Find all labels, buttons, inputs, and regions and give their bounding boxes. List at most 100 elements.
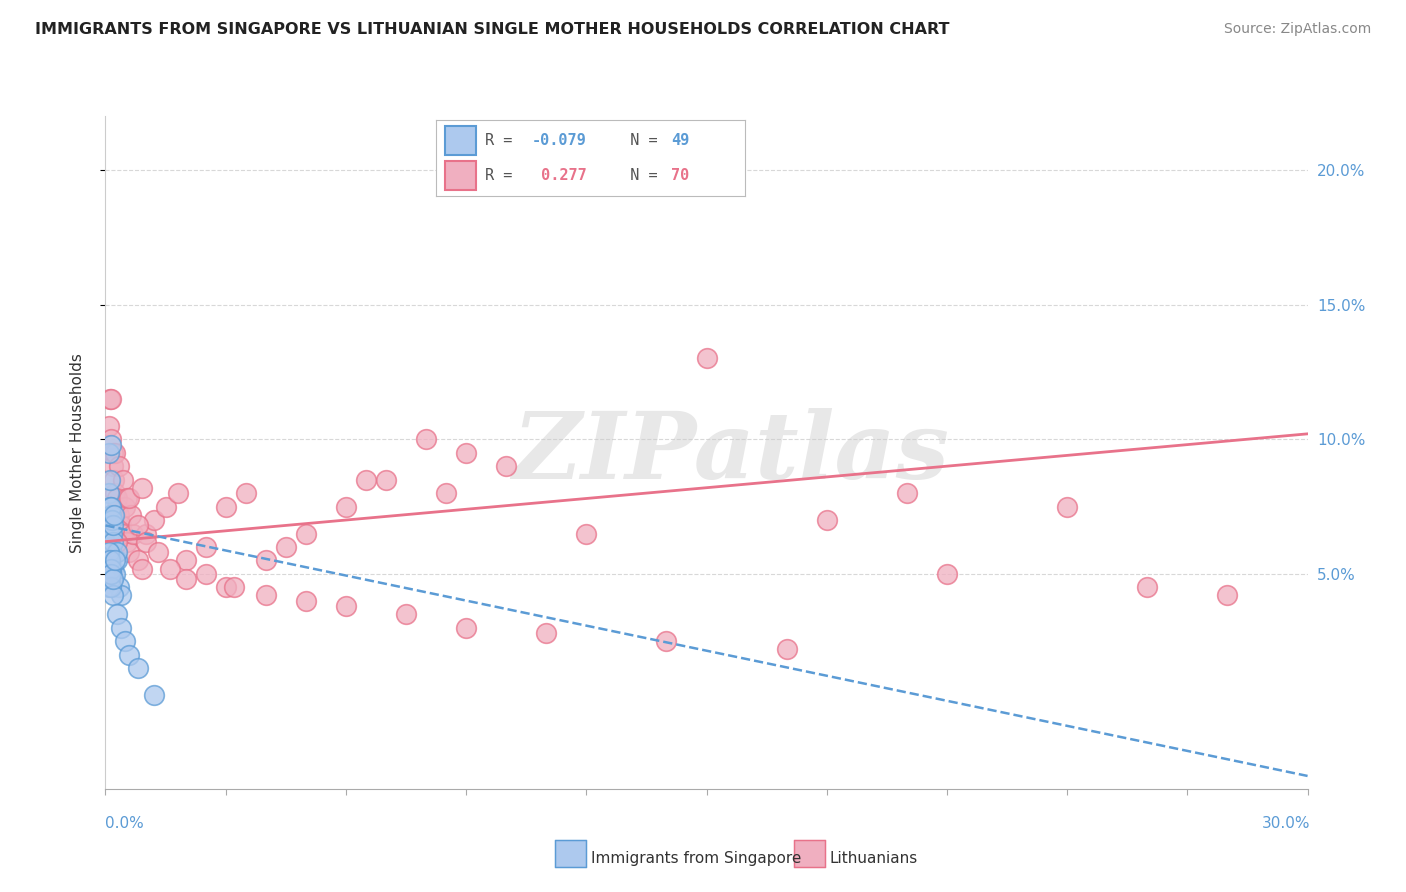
Point	[896, 486, 918, 500]
Point	[235, 486, 257, 500]
Point	[104, 566, 127, 581]
Point	[117, 491, 139, 506]
Point	[335, 599, 357, 614]
Point	[108, 581, 131, 595]
Point	[696, 351, 718, 366]
Point	[434, 486, 457, 500]
Point	[295, 526, 318, 541]
Point	[127, 661, 149, 675]
Point	[122, 526, 145, 541]
Point	[214, 581, 236, 595]
Point	[108, 459, 131, 474]
Point	[97, 581, 120, 595]
Point	[254, 589, 277, 603]
Point	[103, 473, 125, 487]
Point	[97, 518, 120, 533]
Point	[534, 626, 557, 640]
Point	[335, 500, 357, 514]
Point	[194, 540, 217, 554]
Point	[118, 545, 141, 559]
Point	[104, 446, 127, 460]
Point	[936, 566, 959, 581]
Point	[104, 553, 127, 567]
Point	[101, 526, 124, 541]
Point	[97, 545, 120, 559]
Point	[96, 553, 118, 567]
Point	[655, 634, 678, 648]
Point	[114, 634, 136, 648]
Point	[114, 500, 136, 514]
Point	[103, 508, 125, 522]
Point	[166, 486, 188, 500]
Text: 0.0%: 0.0%	[105, 816, 145, 830]
Point	[456, 446, 478, 460]
Text: 0.277: 0.277	[531, 169, 586, 183]
Point	[98, 486, 121, 500]
Point	[98, 540, 121, 554]
Point	[131, 481, 153, 495]
Point	[112, 526, 135, 541]
Point	[274, 540, 297, 554]
Point	[97, 526, 120, 541]
Point	[100, 545, 122, 559]
Point	[97, 561, 120, 575]
Text: R =: R =	[485, 133, 522, 148]
Text: Lithuanians: Lithuanians	[830, 851, 918, 865]
Point	[101, 589, 124, 603]
FancyBboxPatch shape	[446, 126, 477, 154]
Point	[118, 491, 141, 506]
Point	[98, 518, 121, 533]
Point	[100, 566, 122, 581]
Point	[98, 545, 121, 559]
Point	[127, 518, 149, 533]
Point	[98, 446, 121, 460]
Point	[456, 621, 478, 635]
Point	[110, 621, 132, 635]
Point	[135, 534, 157, 549]
Point	[107, 534, 129, 549]
Point	[112, 473, 135, 487]
Point	[159, 561, 181, 575]
Point	[100, 508, 122, 522]
Text: Immigrants from Singapore: Immigrants from Singapore	[591, 851, 801, 865]
Point	[98, 513, 121, 527]
Point	[98, 572, 121, 586]
Point	[575, 526, 598, 541]
Point	[254, 553, 277, 567]
Point	[97, 534, 120, 549]
Point	[127, 553, 149, 567]
Point	[98, 392, 121, 406]
Point	[96, 572, 118, 586]
Point	[815, 513, 838, 527]
Point	[155, 500, 177, 514]
Point	[131, 561, 153, 575]
Text: Source: ZipAtlas.com: Source: ZipAtlas.com	[1223, 22, 1371, 37]
Point	[98, 566, 121, 581]
Point	[98, 473, 121, 487]
Point	[118, 648, 141, 662]
FancyBboxPatch shape	[446, 161, 477, 190]
Point	[101, 446, 124, 460]
Point	[117, 534, 139, 549]
Point	[395, 607, 418, 622]
Point	[105, 500, 128, 514]
Point	[104, 486, 127, 500]
Point	[105, 553, 128, 567]
Point	[101, 534, 124, 549]
Point	[97, 553, 120, 567]
Y-axis label: Single Mother Households: Single Mother Households	[70, 352, 84, 553]
Point	[101, 513, 124, 527]
Text: 70: 70	[671, 169, 689, 183]
Point	[214, 500, 236, 514]
Point	[101, 561, 124, 575]
Point	[107, 607, 129, 622]
Point	[142, 688, 165, 702]
Text: ZIPatlas: ZIPatlas	[512, 408, 949, 498]
Point	[98, 566, 121, 581]
Point	[174, 572, 197, 586]
Text: -0.079: -0.079	[531, 133, 586, 148]
Point	[495, 459, 517, 474]
Point	[295, 594, 318, 608]
Point	[354, 473, 377, 487]
Point	[110, 589, 132, 603]
